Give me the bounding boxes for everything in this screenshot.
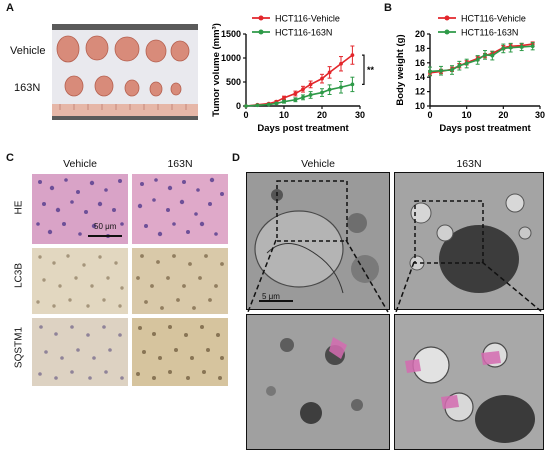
em-zoom-lines: [247, 239, 543, 313]
x-tick-label: 0: [243, 110, 248, 120]
histology-he-163n: [132, 174, 228, 244]
x-tick-label: 20: [498, 110, 508, 120]
data-point: [519, 45, 524, 49]
data-point: [350, 82, 355, 87]
y-tick-label: 12: [415, 87, 425, 97]
data-point: [244, 104, 248, 108]
y-axis-label: Body weight (g): [395, 34, 406, 105]
em-col-label-163n: 163N: [456, 158, 482, 170]
tumor-volume-chart: 0 10 20 30 0 500 1000 1500 Days post treatment Tu…: [211, 14, 375, 135]
tumor-photo: [52, 24, 198, 120]
x-tick-label: 10: [462, 110, 472, 120]
em-163n-zoom: [394, 314, 544, 450]
legend-marker: [444, 29, 450, 35]
histology-he-vehicle: [32, 174, 128, 244]
panel-label-a: A: [6, 2, 14, 14]
series-line: [429, 43, 533, 74]
legend-label: HCT116-163N: [275, 28, 332, 38]
significance-bracket: [362, 54, 365, 85]
data-point: [293, 91, 298, 96]
data-point: [301, 87, 305, 92]
data-point: [464, 61, 469, 66]
data-point: [530, 44, 535, 49]
x-axis-label: Days post treatment: [257, 123, 349, 134]
x-tick-label: 30: [535, 110, 545, 120]
data-point: [339, 85, 343, 90]
histology-scale-label: 50 μm: [94, 222, 117, 231]
em-163n-overview: [394, 172, 544, 310]
series-line: [245, 83, 353, 107]
legend-marker: [258, 29, 264, 35]
em-vehicle-zoom: [246, 314, 390, 450]
y-tick-label: 1000: [221, 53, 241, 63]
legend-label: HCT116-Vehicle: [275, 14, 340, 24]
data-point: [308, 82, 313, 87]
panel-label-c: C: [6, 152, 14, 164]
y-tick-label: 1500: [221, 29, 241, 39]
series-hct116-163n: [428, 42, 535, 77]
data-point: [439, 68, 443, 73]
em-scale-label: 5 μm: [262, 292, 280, 301]
data-point: [320, 76, 324, 81]
data-point: [483, 52, 487, 57]
data-point: [450, 68, 454, 72]
x-tick-label: 10: [279, 110, 289, 120]
data-point: [327, 70, 332, 75]
data-point: [475, 58, 480, 62]
data-point: [501, 46, 506, 51]
histology-scale-bar: [88, 235, 122, 237]
data-point: [266, 102, 271, 107]
series-hct116-163n: [244, 76, 355, 108]
histology-sqstm1-vehicle: [32, 318, 128, 386]
data-point: [308, 93, 313, 97]
em-col-label-vehicle: Vehicle: [301, 158, 335, 170]
data-point: [293, 97, 298, 102]
histology-lc3b-vehicle: [32, 248, 128, 314]
x-tick-label: 20: [317, 110, 327, 120]
panel-label-b: B: [384, 2, 392, 14]
histology-col-label-163n: 163N: [167, 158, 193, 170]
data-point: [490, 53, 495, 58]
x-axis-label: Days post treatment: [439, 123, 531, 134]
data-point: [320, 90, 324, 95]
panel-label-d: D: [232, 152, 240, 164]
histology-sqstm1-163n: [132, 318, 228, 386]
legend-label: HCT116-Vehicle: [461, 14, 526, 24]
y-tick-label: 10: [415, 101, 425, 111]
y-tick-label: 20: [415, 29, 425, 39]
histology-lc3b-163n: [132, 248, 228, 314]
legend-label: HCT116-163N: [461, 28, 518, 38]
legend-marker: [258, 15, 264, 21]
data-point: [327, 87, 332, 92]
y-axis-label: Tumor volume (mm³): [211, 23, 222, 117]
data-point: [350, 53, 355, 58]
histology-row-label-lc3b: LC3B: [13, 263, 25, 289]
data-point: [274, 101, 279, 106]
data-point: [428, 69, 432, 74]
histology-col-label-vehicle: Vehicle: [63, 158, 97, 170]
histology-row-label-sqstm1: SQSTM1: [13, 326, 25, 369]
x-tick-label: 30: [355, 110, 365, 120]
legend-marker: [444, 15, 450, 21]
x-tick-label: 0: [427, 110, 432, 120]
data-point: [457, 63, 462, 68]
data-point: [301, 95, 305, 100]
y-tick-label: 14: [415, 72, 425, 82]
data-point: [339, 61, 343, 66]
data-point: [282, 99, 286, 104]
y-tick-label: 18: [415, 43, 425, 53]
data-point: [508, 45, 513, 50]
photo-row-label-vehicle: Vehicle: [10, 45, 46, 57]
data-point: [282, 95, 286, 100]
histology-row-label-he: HE: [13, 200, 25, 215]
y-tick-label: 0: [236, 101, 241, 111]
em-vehicle-overview: [246, 172, 390, 310]
y-tick-label: 16: [415, 58, 425, 68]
y-tick-label: 500: [226, 77, 241, 87]
significance-label: **: [367, 65, 375, 75]
photo-row-label-163n: 163N: [14, 82, 41, 94]
series-line: [429, 45, 533, 73]
data-point: [255, 103, 260, 108]
